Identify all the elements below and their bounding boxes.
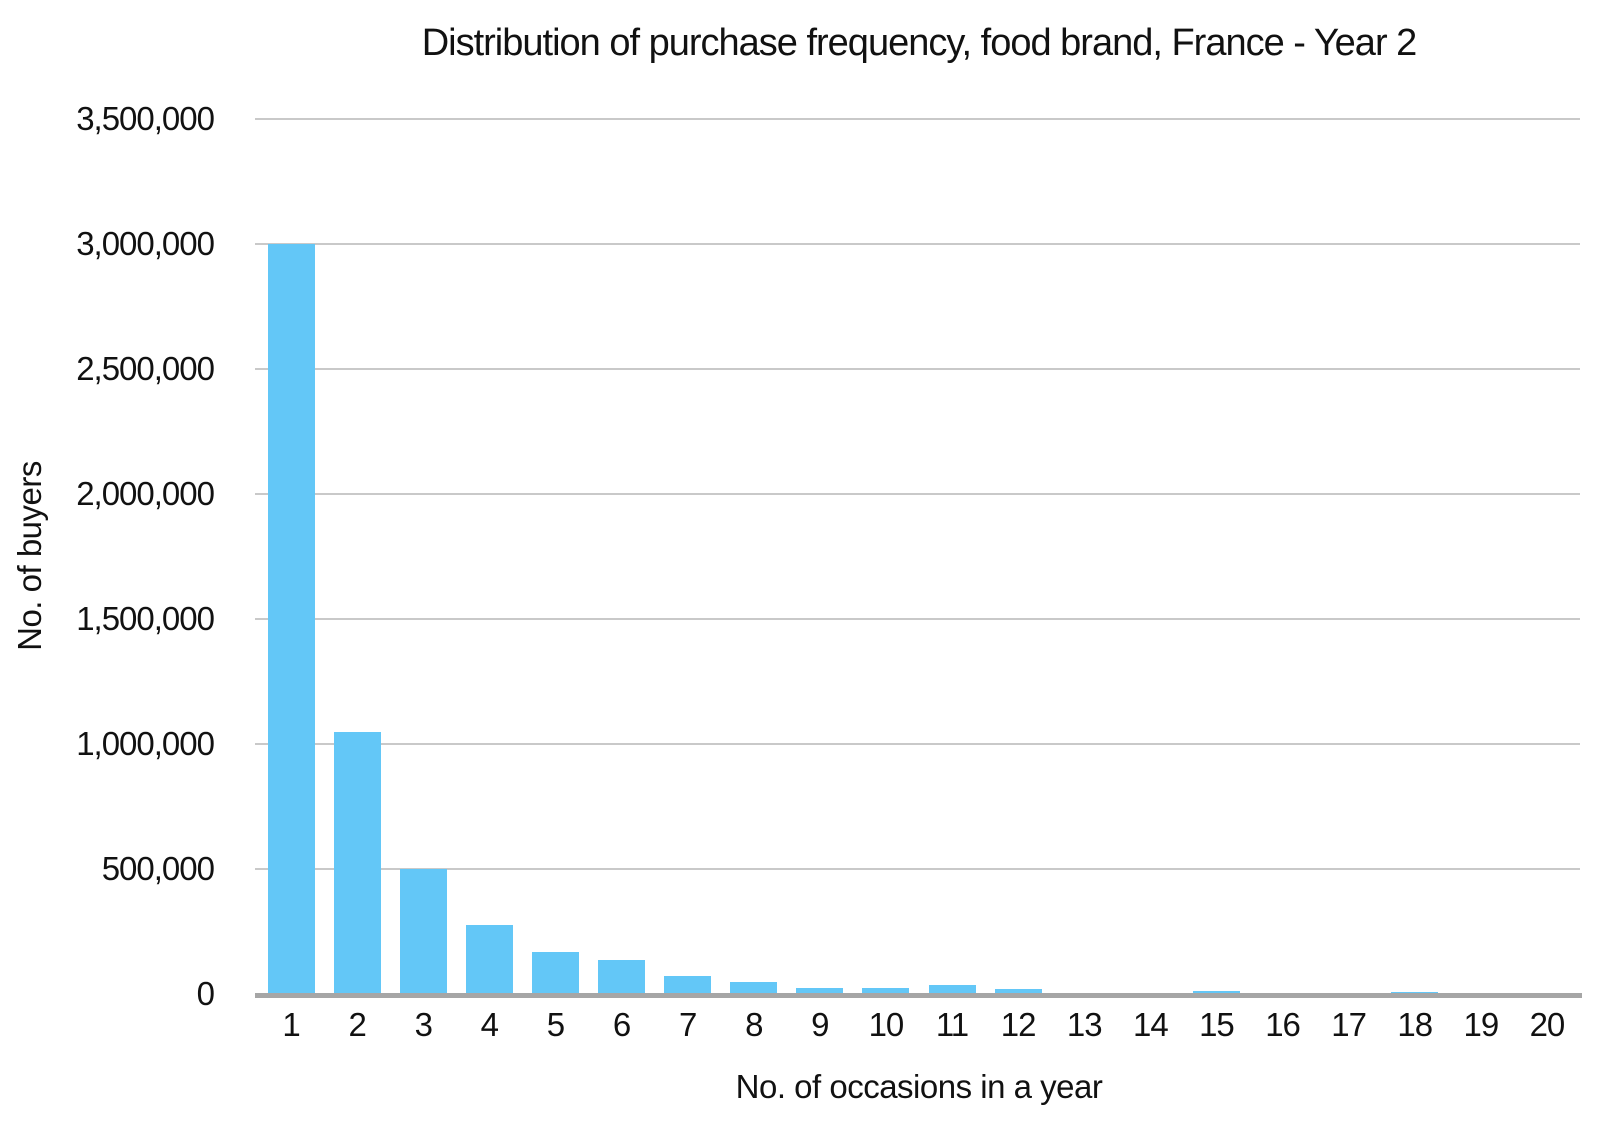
bar-occasion-2	[333, 731, 381, 994]
y-tick-label-1000000: 1,000,000	[76, 725, 215, 762]
y-tick-label-3500000: 3,500,000	[76, 100, 215, 137]
x-tick-label-7: 7	[678, 1006, 697, 1043]
bar-occasion-4	[465, 925, 513, 994]
x-tick-label-19: 19	[1463, 1006, 1499, 1043]
y-tick-label-1500000: 1,500,000	[76, 600, 215, 637]
x-tick-label-9: 9	[811, 1006, 829, 1043]
x-tick-label-10: 10	[868, 1006, 905, 1043]
bar-occasion-1	[267, 244, 315, 994]
x-axis-line	[255, 993, 1582, 998]
x-tick-label-1: 1	[282, 1006, 300, 1043]
gridline-500000	[255, 868, 1580, 870]
x-tick-label-5: 5	[546, 1006, 565, 1043]
y-tick-label-2000000: 2,000,000	[76, 475, 215, 512]
bar-occasion-6	[598, 960, 646, 994]
bar-occasion-7	[664, 975, 712, 994]
gridline-2000000	[255, 493, 1580, 495]
x-tick-label-8: 8	[745, 1006, 763, 1043]
x-tick-label-18: 18	[1397, 1006, 1433, 1043]
y-tick-label-0: 0	[196, 975, 215, 1012]
plot-area	[255, 118, 1580, 994]
x-tick-label-3: 3	[414, 1006, 433, 1043]
x-axis-title: No. of occasions in a year	[735, 1068, 1103, 1105]
x-tick-label-6: 6	[612, 1006, 631, 1043]
x-tick-label-11: 11	[935, 1006, 969, 1043]
bar-occasion-11	[928, 984, 976, 994]
x-tick-label-13: 13	[1066, 1006, 1103, 1043]
y-tick-label-3000000: 3,000,000	[76, 225, 215, 262]
bar-occasion-10	[862, 988, 910, 994]
y-tick-label-500000: 500,000	[101, 850, 215, 887]
x-tick-label-4: 4	[480, 1006, 499, 1043]
bar-occasion-15	[1192, 990, 1240, 994]
gridline-2500000	[255, 368, 1580, 370]
y-tick-label-2500000: 2,500,000	[76, 350, 215, 387]
bar-occasion-18	[1391, 991, 1439, 994]
x-tick-label-12: 12	[1000, 1006, 1037, 1043]
bar-occasion-5	[531, 951, 579, 994]
x-tick-label-15: 15	[1199, 1006, 1235, 1043]
bar-occasion-12	[994, 988, 1042, 994]
chart-title: Distribution of purchase frequency, food…	[421, 22, 1418, 64]
gridline-3000000	[255, 243, 1580, 245]
x-tick-label-17: 17	[1331, 1006, 1367, 1043]
x-tick-label-2: 2	[348, 1006, 366, 1043]
gridline-3500000	[255, 118, 1580, 120]
x-tick-label-20: 20	[1529, 1006, 1566, 1043]
x-tick-label-16: 16	[1265, 1006, 1301, 1043]
x-tick-label-14: 14	[1132, 1006, 1169, 1043]
gridline-1500000	[255, 618, 1580, 620]
bar-occasion-9	[796, 987, 844, 994]
bar-occasion-8	[730, 981, 778, 994]
gridline-1000000	[255, 743, 1580, 745]
bar-occasion-3	[399, 869, 447, 994]
